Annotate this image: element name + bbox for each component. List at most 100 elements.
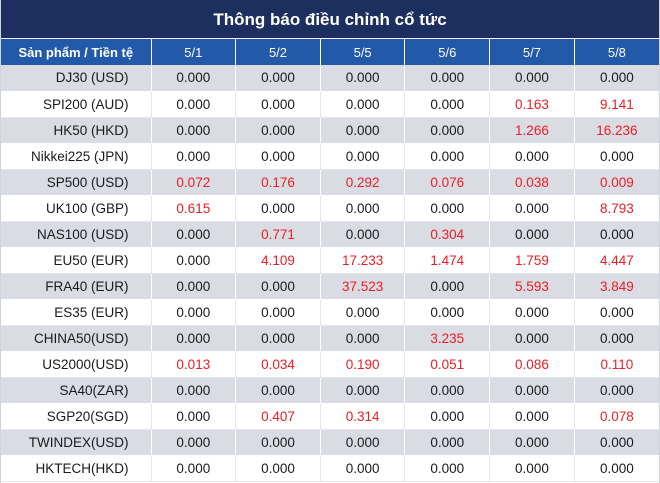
dividend-value-cell: 0.000	[151, 273, 237, 300]
dividend-value-cell: 0.000	[235, 143, 321, 170]
dividend-value-cell: 0.000	[151, 143, 237, 170]
dividend-value-cell: 0.000	[235, 273, 321, 300]
dividend-value-cell: 0.000	[320, 117, 406, 144]
page-title: Thông báo điều chỉnh cổ tức	[1, 0, 659, 39]
dividend-value-cell: 0.407	[235, 403, 321, 430]
dividend-value-cell: 0.314	[320, 403, 406, 430]
dividend-value-cell: 0.000	[404, 195, 491, 222]
dividend-value-cell: 0.076	[404, 169, 491, 196]
dividend-value-cell: 0.000	[235, 195, 321, 222]
table-row: ES35 (EUR) 0.000 0.000 0.000 0.000 0.000 0.000	[1, 299, 659, 326]
dividend-value-cell: 0.000	[320, 195, 406, 222]
dividend-value-cell: 0.000	[404, 299, 491, 326]
dividend-value-cell: 0.304	[404, 221, 491, 248]
dividend-value-cell: 0.009	[574, 169, 659, 196]
dividend-value-cell: 0.000	[574, 65, 659, 92]
dividend-value-cell: 0.000	[235, 429, 321, 456]
dividend-value-cell: 5.593	[489, 273, 575, 300]
dividend-value-cell: 0.000	[320, 455, 406, 482]
dividend-value-cell: 0.000	[151, 221, 237, 248]
dividend-value-cell: 4.447	[574, 247, 659, 274]
product-cell: NAS100 (USD)	[1, 221, 152, 248]
dividend-value-cell: 3.849	[574, 273, 659, 300]
table-row: DJ30 (USD) 0.000 0.000 0.000 0.000 0.000 0.000	[1, 65, 659, 92]
dividend-value-cell: 0.000	[320, 429, 406, 456]
dividend-value-cell: 0.000	[489, 377, 575, 404]
column-header-date: 5/1	[151, 39, 237, 65]
dividend-value-cell: 0.000	[151, 377, 237, 404]
dividend-value-cell: 0.051	[404, 351, 491, 378]
dividend-table: Sản phẩm / Tiền tệ 5/1 5/2 5/5 5/6 5/7 5…	[1, 39, 659, 482]
table-row: US2000(USD) 0.013 0.034 0.190 0.051 0.086 0.11…	[1, 351, 659, 378]
dividend-value-cell: 0.000	[574, 143, 659, 170]
dividend-value-cell: 0.000	[235, 91, 321, 118]
table-row: SGP20(SGD) 0.000 0.407 0.314 0.000 0.000 0.078	[1, 403, 659, 430]
dividend-value-cell: 0.000	[235, 377, 321, 404]
dividend-value-cell: 0.000	[574, 325, 659, 352]
table-row: SP500 (USD) 0.072 0.176 0.292 0.076 0.038 0.00…	[1, 169, 659, 196]
dividend-value-cell: 0.000	[151, 455, 237, 482]
product-cell: SP500 (USD)	[1, 169, 152, 196]
dividend-value-cell: 0.000	[320, 377, 406, 404]
dividend-value-cell: 0.000	[235, 325, 321, 352]
dividend-value-cell: 16.236	[574, 117, 659, 144]
table-row: CHINA50(USD) 0.000 0.000 0.000 3.235 0.000 0.0…	[1, 325, 659, 352]
dividend-value-cell: 0.038	[489, 169, 575, 196]
column-header-product: Sản phẩm / Tiền tệ	[1, 39, 152, 65]
product-cell: SA40(ZAR)	[1, 377, 152, 404]
product-cell: US2000(USD)	[1, 351, 152, 378]
table-row: SPI200 (AUD) 0.000 0.000 0.000 0.000 0.163 9.1…	[1, 91, 659, 118]
product-cell: SGP20(SGD)	[1, 403, 152, 430]
dividend-value-cell: 3.235	[404, 325, 491, 352]
product-cell: CHINA50(USD)	[1, 325, 152, 352]
dividend-value-cell: 4.109	[235, 247, 321, 274]
dividend-value-cell: 0.000	[235, 299, 321, 326]
dividend-value-cell: 0.771	[235, 221, 321, 248]
dividend-value-cell: 0.000	[151, 247, 237, 274]
dividend-value-cell: 0.000	[574, 299, 659, 326]
dividend-value-cell: 9.141	[574, 91, 659, 118]
dividend-value-cell: 0.000	[151, 403, 237, 430]
table-row: HK50 (HKD) 0.000 0.000 0.000 0.000 1.266 16.23…	[1, 117, 659, 144]
table-row: NAS100 (USD) 0.000 0.771 0.000 0.304 0.000 0.0…	[1, 221, 659, 248]
table-row: Nikkei225 (JPN) 0.000 0.000 0.000 0.000 0.000…	[1, 143, 659, 170]
product-cell: SPI200 (AUD)	[1, 91, 152, 118]
dividend-value-cell: 0.000	[404, 377, 491, 404]
dividend-value-cell: 0.000	[574, 221, 659, 248]
table-header-row: Sản phẩm / Tiền tệ 5/1 5/2 5/5 5/6 5/7 5…	[1, 39, 659, 65]
dividend-value-cell: 0.000	[320, 221, 406, 248]
dividend-value-cell: 1.759	[489, 247, 575, 274]
dividend-value-cell: 0.000	[151, 429, 237, 456]
dividend-value-cell: 1.474	[404, 247, 491, 274]
dividend-value-cell: 0.000	[320, 299, 406, 326]
dividend-value-cell: 0.000	[404, 143, 491, 170]
dividend-value-cell: 0.000	[574, 455, 659, 482]
dividend-value-cell: 0.000	[404, 455, 491, 482]
dividend-value-cell: 0.000	[235, 65, 321, 92]
dividend-value-cell: 0.163	[489, 91, 575, 118]
product-cell: ES35 (EUR)	[1, 299, 152, 326]
dividend-value-cell: 0.000	[404, 65, 491, 92]
dividend-value-cell: 0.078	[574, 403, 659, 430]
dividend-value-cell: 0.000	[320, 325, 406, 352]
dividend-value-cell: 0.000	[404, 91, 491, 118]
dividend-value-cell: 0.000	[235, 117, 321, 144]
dividend-value-cell: 0.000	[404, 429, 491, 456]
dividend-value-cell: 0.000	[574, 377, 659, 404]
dividend-value-cell: 0.000	[574, 429, 659, 456]
product-cell: HK50 (HKD)	[1, 117, 152, 144]
table-row: EU50 (EUR) 0.000 4.109 17.233 1.474 1.759 4.44…	[1, 247, 659, 274]
product-cell: Nikkei225 (JPN)	[1, 143, 152, 170]
product-cell: HKTECH(HKD)	[1, 455, 152, 482]
dividend-value-cell: 0.000	[235, 455, 321, 482]
product-cell: DJ30 (USD)	[1, 65, 152, 92]
dividend-value-cell: 0.000	[320, 65, 406, 92]
dividend-value-cell: 0.110	[574, 351, 659, 378]
dividend-value-cell: 0.000	[320, 91, 406, 118]
dividend-value-cell: 0.000	[489, 455, 575, 482]
table-row: UK100 (GBP) 0.615 0.000 0.000 0.000 0.000 8.79…	[1, 195, 659, 222]
dividend-value-cell: 0.000	[489, 143, 575, 170]
product-cell: TWINDEX(USD)	[1, 429, 152, 456]
dividend-value-cell: 0.034	[235, 351, 321, 378]
dividend-value-cell: 0.000	[489, 221, 575, 248]
